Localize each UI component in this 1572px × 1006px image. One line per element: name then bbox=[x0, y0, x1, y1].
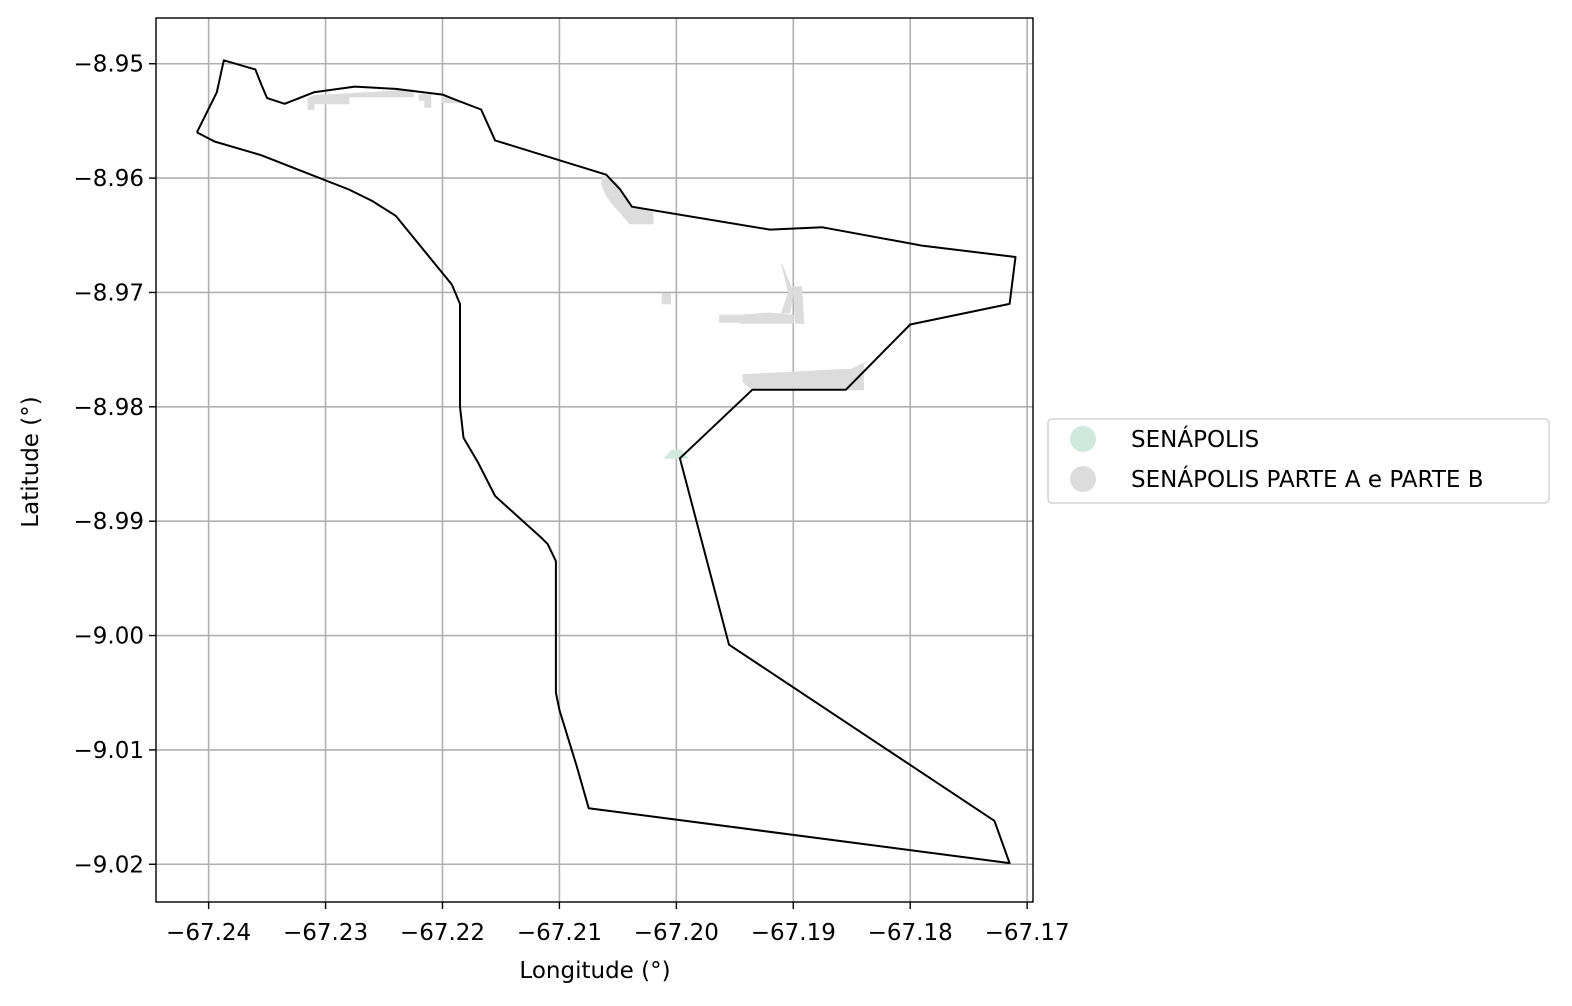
legend-label: SENÁPOLIS bbox=[1131, 425, 1259, 453]
x-tick-label: −67.17 bbox=[985, 920, 1070, 946]
area-polygon bbox=[780, 263, 794, 314]
area-polygon bbox=[661, 293, 671, 305]
y-tick-label: −9.01 bbox=[74, 738, 144, 764]
legend: SENÁPOLIS SENÁPOLIS PARTE A e PARTE B bbox=[1047, 418, 1550, 504]
y-axis-label: Latitude (°) bbox=[18, 396, 44, 527]
x-tick-label: −67.23 bbox=[283, 920, 368, 946]
x-tick-label: −67.22 bbox=[400, 920, 485, 946]
grid-lines bbox=[156, 18, 1033, 902]
area-polygon bbox=[719, 314, 742, 323]
x-tick-label: −67.20 bbox=[634, 920, 719, 946]
area-polygon bbox=[792, 286, 805, 324]
x-axis-label: Longitude (°) bbox=[519, 958, 670, 984]
boundary-line bbox=[196, 59, 1017, 865]
y-tick-label: −8.97 bbox=[74, 280, 144, 306]
y-tick-label: −8.96 bbox=[74, 166, 144, 192]
y-tick-label: −8.95 bbox=[74, 52, 144, 78]
area-polygon bbox=[418, 94, 432, 108]
legend-marker bbox=[1070, 466, 1096, 492]
y-tick-label: −9.02 bbox=[74, 852, 144, 878]
municipality-boundary bbox=[196, 59, 1017, 865]
x-tick-label: −67.24 bbox=[166, 920, 251, 946]
legend-box bbox=[1047, 418, 1550, 504]
axes-frame bbox=[155, 17, 1034, 903]
area-polygon bbox=[740, 312, 794, 324]
x-tick-label: −67.18 bbox=[868, 920, 953, 946]
y-tick-label: −9.00 bbox=[74, 624, 144, 650]
axis-ticks: −67.24 −67.23 −67.22 −67.21 −67.20 −67.19 −67.… bbox=[74, 52, 1070, 946]
area-fills bbox=[307, 89, 864, 459]
x-tick-label: −67.21 bbox=[517, 920, 602, 946]
legend-label: SENÁPOLIS PARTE A e PARTE B bbox=[1131, 465, 1484, 493]
x-tick-label: −67.19 bbox=[751, 920, 836, 946]
y-tick-label: −8.98 bbox=[74, 395, 144, 421]
y-tick-label: −8.99 bbox=[74, 509, 144, 535]
area-polygon bbox=[742, 362, 864, 391]
legend-marker bbox=[1070, 426, 1096, 452]
